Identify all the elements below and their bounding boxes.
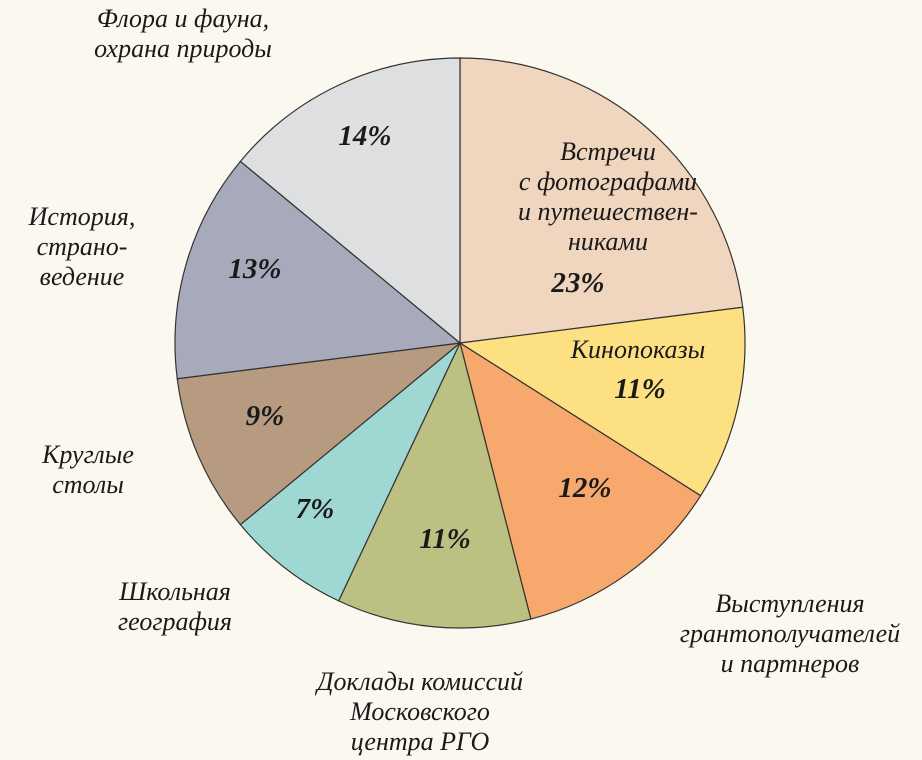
category-label: Круглые столы (41, 440, 134, 499)
category-label-line: Доклады комиссий (314, 667, 523, 696)
value-label: 9% (246, 400, 285, 432)
category-label-line: Флора и фауна, (97, 4, 269, 33)
pie-slice (239, 57, 461, 345)
category-label-line: охрана природы (94, 34, 272, 63)
category-label: Встречи с фотографами и путешествен-никами (518, 137, 698, 256)
value-label: 12% (558, 472, 611, 504)
category-label-line: столы (52, 470, 124, 499)
category-label-line: никами (568, 227, 648, 256)
category-label-line: Встречи (560, 137, 656, 166)
value-label: 23% (550, 267, 604, 299)
category-label-line: ведение (40, 262, 125, 291)
category-label-line: грантополучателей (680, 619, 900, 648)
pie-slice (459, 57, 744, 344)
pie-slice (337, 341, 532, 629)
pie-slice (239, 342, 461, 602)
value-label: 13% (228, 253, 281, 285)
category-label-line: и путешествен- (518, 197, 698, 226)
category-label: История, страно-ведение (28, 202, 136, 291)
pie-slice (459, 341, 702, 620)
category-label-line: география (118, 607, 232, 636)
category-label-line: центра РГО (351, 727, 490, 756)
category-label-line: и партнеров (721, 649, 860, 678)
category-label-line: с фотографами (519, 167, 697, 196)
category-label: Доклады комиссий Московского центра РГО (314, 667, 523, 756)
category-label: Школьная география (118, 577, 232, 636)
category-label: Флора и фауна, охрана природы (94, 4, 272, 63)
value-label: 11% (419, 523, 471, 555)
value-label: 7% (296, 493, 335, 525)
value-label: 11% (614, 373, 666, 405)
category-label-line: Московского (349, 697, 490, 726)
category-label-line: Школьная (118, 577, 231, 606)
pie-slice (458, 306, 746, 497)
category-label: Выступления грантополучателей и партнеров (680, 589, 900, 678)
category-label-line: Кинопоказы (570, 335, 705, 364)
category-label-line: Выступления (715, 589, 864, 618)
pie-slice (174, 160, 462, 380)
value-label: 14% (338, 120, 391, 152)
category-label: Кинопоказы (570, 335, 705, 364)
category-label-line: История, (28, 202, 136, 231)
category-label-line: страно- (37, 232, 128, 261)
category-label-line: Круглые (41, 440, 134, 469)
pie-slice (176, 342, 462, 526)
